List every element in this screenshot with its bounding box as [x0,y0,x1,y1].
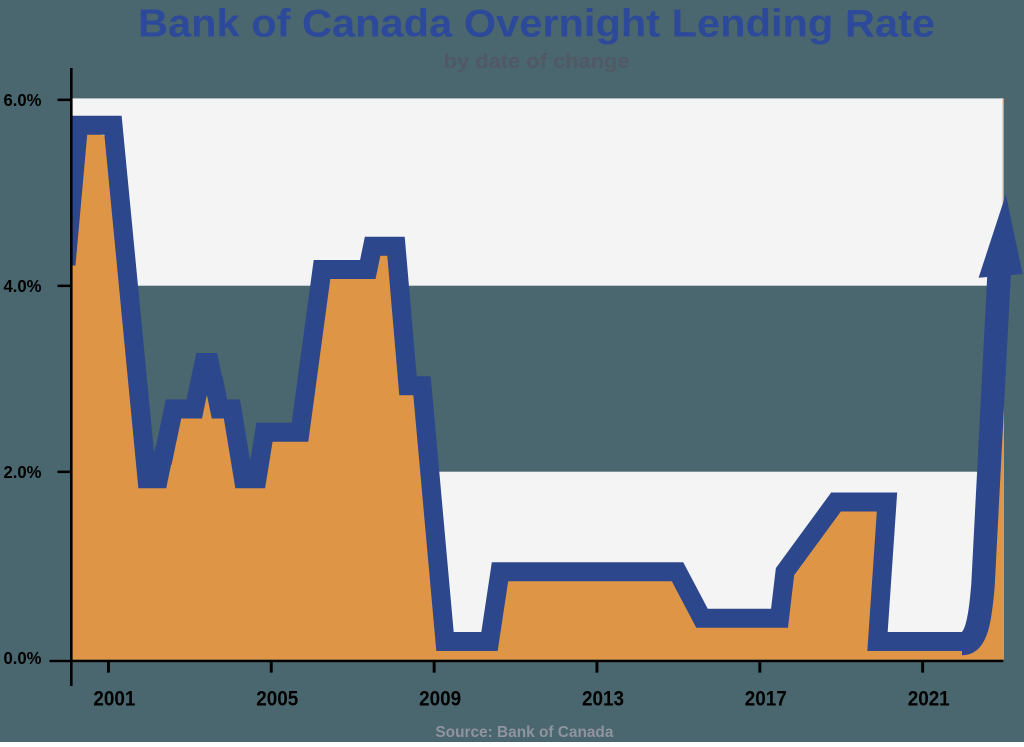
svg-text:Bank of Canada Overnight Lendi: Bank of Canada Overnight Lending Rate [138,3,935,46]
svg-text:0.0%: 0.0% [4,648,42,668]
svg-text:4.0%: 4.0% [4,276,42,296]
svg-text:2005: 2005 [256,688,298,711]
svg-text:2013: 2013 [582,688,624,711]
svg-text:2009: 2009 [419,688,461,711]
svg-text:2021: 2021 [908,688,950,711]
svg-text:2017: 2017 [745,688,787,711]
svg-text:2.0%: 2.0% [4,462,42,482]
svg-text:6.0%: 6.0% [4,90,42,110]
svg-text:2001: 2001 [93,688,135,711]
svg-text:Source: Bank of Canada: Source: Bank of Canada [435,724,613,741]
svg-text:by date of change: by date of change [444,51,630,73]
